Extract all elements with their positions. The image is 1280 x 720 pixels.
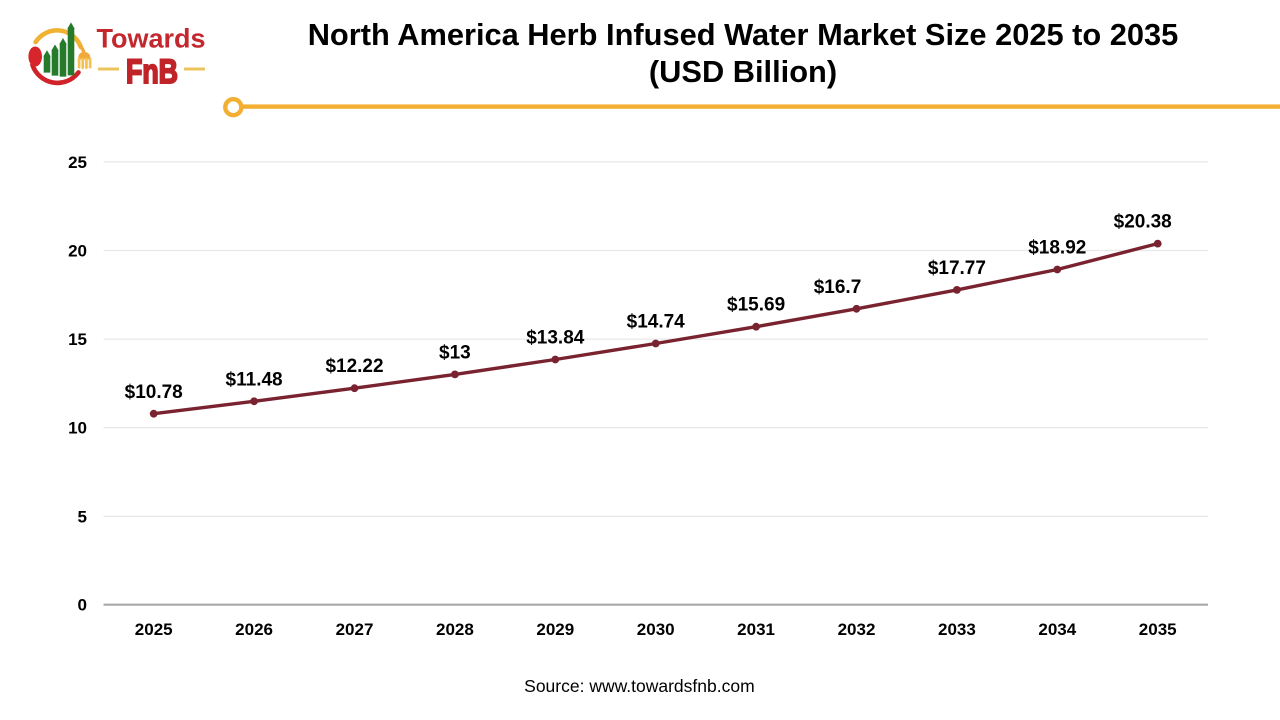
svg-text:2033: 2033 — [938, 620, 976, 639]
svg-text:$11.48: $11.48 — [226, 369, 283, 390]
svg-text:2028: 2028 — [436, 620, 474, 639]
svg-text:2027: 2027 — [336, 620, 374, 639]
svg-text:$15.69: $15.69 — [727, 295, 785, 316]
svg-text:2031: 2031 — [737, 620, 775, 639]
svg-text:Towards: Towards — [97, 24, 206, 54]
svg-text:$16.7: $16.7 — [814, 277, 862, 298]
svg-text:2034: 2034 — [1038, 620, 1076, 639]
svg-text:(USD Billion): (USD Billion) — [649, 54, 837, 89]
svg-text:North America Herb Infused Wat: North America Herb Infused Water Market … — [308, 17, 1179, 52]
svg-text:0: 0 — [78, 596, 87, 615]
svg-text:$10.78: $10.78 — [125, 382, 183, 403]
svg-text:15: 15 — [68, 330, 87, 349]
svg-text:Source: www.towardsfnb.com: Source: www.towardsfnb.com — [524, 676, 755, 696]
svg-text:2026: 2026 — [235, 620, 273, 639]
svg-text:2032: 2032 — [838, 620, 876, 639]
svg-text:$12.22: $12.22 — [325, 356, 383, 377]
svg-text:$17.77: $17.77 — [928, 258, 986, 279]
svg-text:$13.84: $13.84 — [526, 328, 585, 349]
svg-text:FnB: FnB — [126, 53, 178, 91]
svg-text:$13: $13 — [439, 342, 471, 363]
svg-text:25: 25 — [68, 153, 87, 172]
svg-text:2029: 2029 — [536, 620, 574, 639]
svg-text:2025: 2025 — [135, 620, 173, 639]
svg-text:$18.92: $18.92 — [1028, 238, 1086, 259]
svg-text:10: 10 — [68, 419, 87, 438]
svg-text:$14.74: $14.74 — [627, 312, 686, 333]
svg-text:$20.38: $20.38 — [1114, 212, 1172, 233]
svg-text:2030: 2030 — [637, 620, 675, 639]
svg-text:5: 5 — [78, 507, 87, 526]
svg-text:2035: 2035 — [1139, 620, 1177, 639]
svg-text:20: 20 — [68, 242, 87, 261]
